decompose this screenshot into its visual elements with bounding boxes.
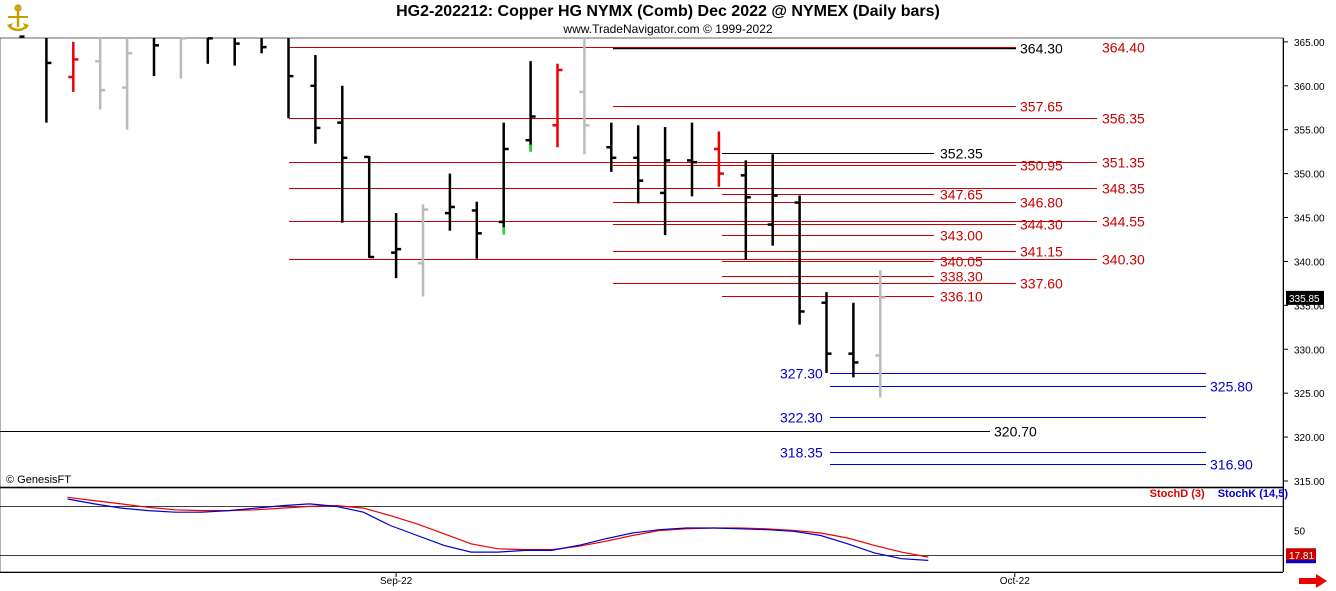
price-bar (206, 37, 213, 64)
level-label-320.70: 320.70 (994, 424, 1037, 440)
level-label-352.35: 352.35 (940, 146, 983, 162)
scroll-right-arrow-icon[interactable] (1298, 574, 1328, 588)
price-bar (875, 270, 886, 398)
level-label-344.30: 344.30 (1020, 217, 1063, 233)
level-label-350.95: 350.95 (1020, 158, 1063, 174)
price-bar (337, 85, 348, 223)
chart-title: HG2-202212: Copper HG NYMX (Comb) Dec 20… (396, 3, 940, 20)
price-bar (660, 127, 671, 236)
price-bar (471, 201, 482, 259)
last-price-marker (1286, 290, 1324, 305)
price-bar (287, 38, 294, 119)
price-bar (525, 61, 536, 152)
price-bar (310, 55, 321, 144)
price-bar (68, 41, 79, 92)
price-bar (794, 195, 805, 325)
legend-stoch-d: StochD (3) (1149, 488, 1205, 500)
price-axis-label: 315.00 (1294, 477, 1325, 488)
price-bar (391, 213, 402, 279)
price-axis-label: 320.00 (1294, 433, 1325, 444)
level-label-341.15: 341.15 (1020, 244, 1063, 260)
price-axis-label: 365.00 (1294, 38, 1325, 49)
level-label-357.65: 357.65 (1020, 99, 1063, 115)
last-price-label: 335.85 (1289, 294, 1320, 305)
price-bar (260, 38, 267, 54)
price-axis-label: 355.00 (1294, 126, 1325, 137)
level-label-337.60: 337.60 (1020, 276, 1063, 292)
price-bar (122, 38, 133, 130)
price-bar (18, 35, 25, 38)
price-bar (821, 292, 832, 373)
price-bar (848, 302, 859, 378)
price-bar (179, 37, 186, 79)
trade-navigator-logo-icon[interactable] (4, 3, 32, 31)
level-label-318.35: 318.35 (780, 445, 823, 461)
level-label-347.65: 347.65 (940, 187, 983, 203)
price-panel-frame (0, 37, 1284, 488)
level-label-364.40: 364.40 (1102, 40, 1145, 56)
price-bar (767, 154, 778, 246)
price-bar (444, 173, 455, 231)
level-label-344.55: 344.55 (1102, 214, 1145, 230)
x-axis-label: Oct-22 (1000, 576, 1030, 587)
stochastic-legend: StochD (3) StochK (14,5) (1150, 488, 1288, 500)
price-bar (713, 131, 724, 187)
level-label-343.00: 343.00 (940, 228, 983, 244)
price-axis-label: 340.00 (1294, 257, 1325, 268)
stoch-last-marker (1286, 548, 1316, 563)
stoch-d-line (67, 496, 929, 558)
level-label-340.30: 340.30 (1102, 252, 1145, 268)
chart-subtitle: www.TradeNavigator.com © 1999-2022 (563, 22, 773, 36)
stochastic-panel-frame (0, 487, 1284, 573)
price-bar (579, 38, 590, 155)
level-label-348.35: 348.35 (1102, 181, 1145, 197)
level-label-356.35: 356.35 (1102, 111, 1145, 127)
price-axis-label: 350.00 (1294, 170, 1325, 181)
price-axis-label: 360.00 (1294, 82, 1325, 93)
price-bar (633, 125, 644, 204)
legend-stoch-k: StochK (14,5) (1217, 488, 1288, 500)
chart-header: HG2-202212: Copper HG NYMX (Comb) Dec 20… (0, 0, 1336, 38)
level-label-364.30: 364.30 (1020, 41, 1063, 57)
price-bar (152, 38, 159, 77)
level-label-351.35: 351.35 (1102, 155, 1145, 171)
level-label-346.80: 346.80 (1020, 195, 1063, 211)
price-axis-label: 330.00 (1294, 345, 1325, 356)
price-bar (606, 122, 617, 172)
level-label-338.30: 338.30 (940, 269, 983, 285)
price-bar (498, 122, 509, 235)
price-bar (233, 38, 240, 66)
stoch-k-line (67, 498, 929, 561)
price-axis-label: 325.00 (1294, 389, 1325, 400)
level-label-316.90: 316.90 (1210, 457, 1253, 473)
price-bar (418, 204, 428, 297)
stoch-axis-label: 50 (1294, 527, 1306, 538)
copyright-label: © GenesisFT (6, 474, 71, 486)
price-bar (552, 63, 563, 148)
level-label-322.30: 322.30 (780, 410, 823, 426)
level-label-327.30: 327.30 (780, 366, 823, 382)
stoch-last-marker-k (1286, 560, 1316, 564)
price-bar (364, 155, 375, 259)
price-bar (45, 38, 52, 123)
level-label-336.10: 336.10 (940, 289, 983, 305)
stoch-last-label: 17.81 (1289, 551, 1314, 562)
price-axis-label: 335.00 (1294, 301, 1325, 312)
x-axis-label: Sep-22 (380, 576, 413, 587)
price-bar (687, 122, 697, 197)
level-label-325.80: 325.80 (1210, 379, 1253, 395)
level-label-340.05: 340.05 (940, 254, 983, 270)
price-axis-label: 345.00 (1294, 214, 1325, 225)
price-bar (740, 160, 751, 260)
price-bar (95, 38, 106, 110)
